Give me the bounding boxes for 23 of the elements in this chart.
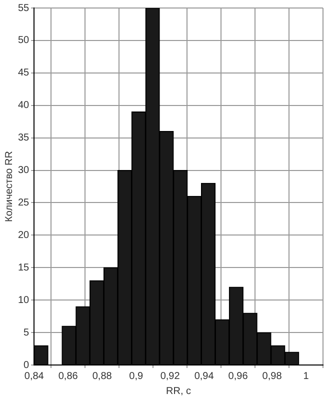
y-tick-label: 0 [24, 360, 30, 371]
x-tick-label: 0,86 [58, 370, 78, 382]
y-tick-label: 5 [24, 327, 30, 338]
x-tick-label: 1 [303, 370, 310, 382]
x-tick-label: 0,88 [92, 370, 112, 382]
y-tick-label: 30 [18, 165, 30, 176]
y-tick-label: 45 [18, 68, 30, 79]
x-axis-title: RR, c [166, 386, 192, 397]
y-tick-label: 35 [18, 132, 30, 144]
y-tick-label: 55 [18, 2, 30, 14]
y-tick-label: 15 [18, 262, 30, 274]
y-tick-label: 40 [18, 100, 30, 112]
y-tick-label: 10 [18, 294, 30, 306]
x-tick-label: 0,98 [262, 370, 282, 382]
y-axis-title: Количество RR [4, 151, 15, 222]
x-tick-label: 0,9 [129, 370, 144, 382]
x-tick-label: 0,92 [160, 370, 180, 382]
x-tick-label: 0,96 [228, 370, 248, 382]
y-tick-label: 25 [18, 197, 30, 208]
y-tick-label: 50 [18, 35, 30, 46]
x-tick-label: 0,84 [24, 370, 44, 382]
x-tick-label: 0,94 [194, 370, 214, 382]
y-tick-label: 20 [18, 230, 30, 241]
